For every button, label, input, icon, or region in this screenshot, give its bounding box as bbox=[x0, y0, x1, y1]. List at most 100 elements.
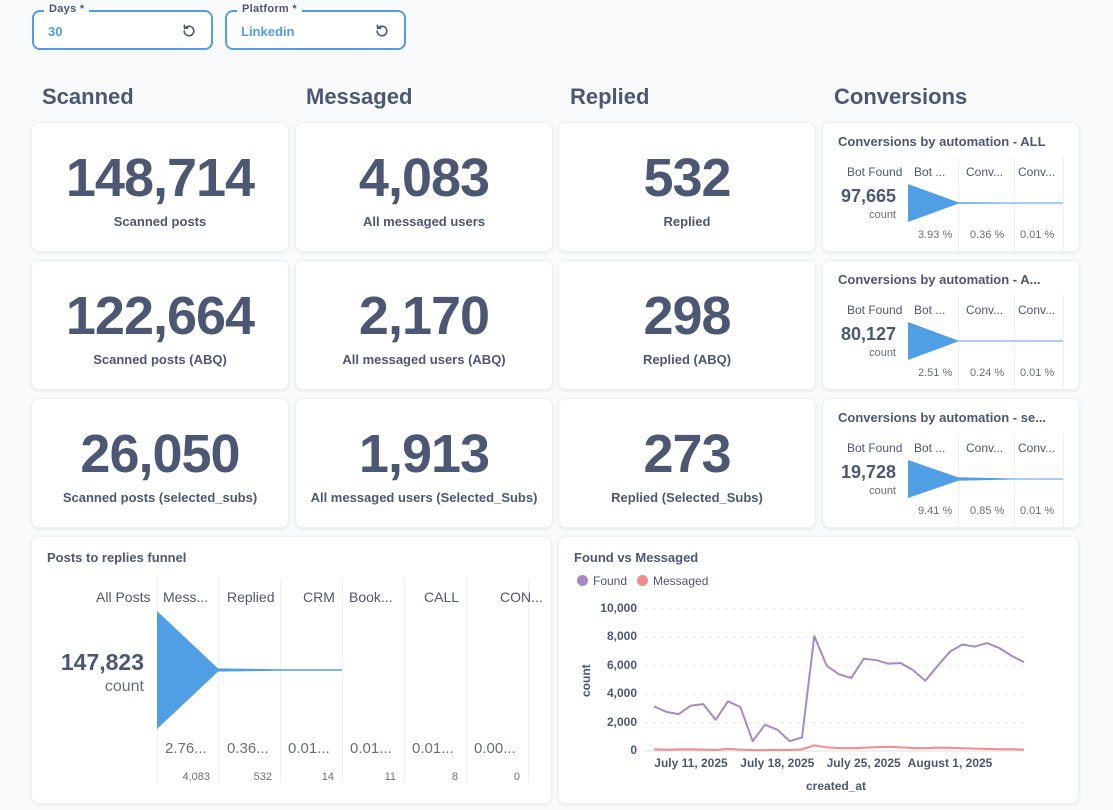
funnel-step-count: 11 bbox=[384, 771, 396, 783]
funnel-step-percent: 0.01... bbox=[350, 740, 392, 757]
scalar-card-messaged-users-abq[interactable]: 2,170 All messaged users (ABQ) bbox=[295, 260, 553, 390]
funnel-title: Conversions by automation - se... bbox=[838, 410, 1047, 425]
funnel-count-label: count bbox=[869, 347, 896, 359]
funnel-step-percent: 2.76... bbox=[165, 740, 207, 757]
scalar-label: All messaged users (ABQ) bbox=[342, 352, 506, 367]
section-title-scanned: Scanned bbox=[42, 84, 134, 109]
funnel-column-divider bbox=[1063, 433, 1064, 527]
funnel-column-divider bbox=[280, 579, 281, 783]
x-tick-label: July 11, 2025 bbox=[654, 756, 728, 770]
scalar-label: Replied bbox=[663, 214, 711, 229]
legend-item-found[interactable]: Found bbox=[577, 574, 627, 588]
funnel-column-divider bbox=[1014, 295, 1015, 389]
scalar-card-scanned-posts-abq[interactable]: 122,664 Scanned posts (ABQ) bbox=[31, 260, 289, 390]
funnel-column-divider bbox=[466, 579, 467, 783]
found-vs-messaged-chart-card[interactable]: Found vs Messaged Found Messaged count c… bbox=[558, 536, 1079, 804]
y-tick-label: 10,000 bbox=[600, 601, 637, 615]
platform-filter-value[interactable]: Linkedin bbox=[241, 24, 295, 39]
funnel-step-header: Mess... bbox=[163, 589, 209, 605]
funnel-step-header: Conv... bbox=[966, 165, 1004, 179]
section-title-conversions: Conversions bbox=[834, 84, 968, 109]
reset-icon[interactable] bbox=[374, 23, 390, 39]
scalar-card-scanned-posts[interactable]: 148,714 Scanned posts bbox=[31, 122, 289, 252]
legend-dot-found bbox=[577, 575, 588, 586]
funnel-step-header: CALL bbox=[424, 589, 460, 605]
funnel-total-value: 19,728 bbox=[840, 462, 896, 482]
legend-dot-messaged bbox=[637, 575, 648, 586]
days-filter-label: Days * bbox=[44, 3, 90, 15]
scalar-value: 26,050 bbox=[80, 424, 240, 484]
funnel-step-percent: 0.01 % bbox=[1020, 367, 1055, 379]
funnel-step-count: 8 bbox=[451, 771, 458, 783]
funnel-step-header: All Posts bbox=[96, 589, 151, 605]
funnel-column-divider bbox=[1014, 157, 1015, 251]
x-tick-label: July 18, 2025 bbox=[740, 756, 815, 770]
reset-icon[interactable] bbox=[181, 23, 197, 39]
funnel-step-percent: 2.51 % bbox=[918, 367, 953, 379]
funnel-shape bbox=[908, 460, 1063, 498]
funnel-step-count: 532 bbox=[253, 771, 272, 783]
days-filter-value[interactable]: 30 bbox=[48, 24, 63, 39]
funnel-title: Conversions by automation - A... bbox=[838, 272, 1041, 287]
scalar-value: 1,913 bbox=[358, 424, 490, 484]
section-title-replied: Replied bbox=[570, 84, 650, 109]
scalar-label: Replied (Selected_Subs) bbox=[611, 490, 763, 505]
scalar-card-messaged-users-selected-subs[interactable]: 1,913 All messaged users (Selected_Subs) bbox=[295, 398, 553, 528]
funnel-step-header: Bot ... bbox=[914, 165, 946, 179]
scalar-card-replied-selected-subs[interactable]: 273 Replied (Selected_Subs) bbox=[558, 398, 816, 528]
funnel-column-divider bbox=[342, 579, 343, 783]
funnel-step-percent: 0.85 % bbox=[970, 505, 1005, 517]
funnel-step-percent: 0.36... bbox=[227, 740, 269, 757]
section-title-messaged: Messaged bbox=[306, 84, 413, 109]
legend-label-messaged: Messaged bbox=[653, 574, 709, 588]
scalar-card-scanned-posts-selected-subs[interactable]: 26,050 Scanned posts (selected_subs) bbox=[31, 398, 289, 528]
funnel-step-header: Conv... bbox=[1018, 165, 1056, 179]
funnel-area bbox=[157, 611, 342, 729]
funnel-column-divider bbox=[1014, 433, 1015, 527]
funnel-step-header: Conv... bbox=[1018, 303, 1056, 317]
chart-title: Found vs Messaged bbox=[574, 550, 699, 565]
scalar-card-messaged-users[interactable]: 4,083 All messaged users bbox=[295, 122, 553, 252]
scalar-value: 122,664 bbox=[65, 286, 255, 346]
series-line-found[interactable] bbox=[653, 635, 1025, 743]
funnel-step-header: Replied bbox=[227, 589, 275, 605]
y-tick-label: 2,000 bbox=[606, 714, 637, 729]
funnel-step-percent: 0.00... bbox=[474, 740, 516, 757]
funnel-column-divider bbox=[528, 579, 529, 783]
scalar-label: Scanned posts (ABQ) bbox=[93, 352, 227, 367]
scalar-card-replied[interactable]: 532 Replied bbox=[558, 122, 816, 252]
funnel-step-percent: 0.36 % bbox=[970, 229, 1005, 241]
funnel-step-header: Conv... bbox=[966, 303, 1004, 317]
scalar-value: 273 bbox=[643, 424, 731, 484]
funnel-column-divider bbox=[404, 579, 405, 783]
scalar-card-replied-abq[interactable]: 298 Replied (ABQ) bbox=[558, 260, 816, 390]
funnel-step-header: CON... bbox=[500, 589, 543, 605]
conversion-funnel-card-selected-subs[interactable]: Conversions by automation - se... Bot Fou… bbox=[822, 398, 1080, 528]
legend-item-messaged[interactable]: Messaged bbox=[637, 574, 708, 588]
days-filter[interactable]: Days * 30 bbox=[32, 3, 213, 50]
funnel-step-percent: 3.93 % bbox=[918, 229, 953, 241]
x-tick-label: July 25, 2025 bbox=[826, 756, 901, 770]
funnel-area bbox=[908, 322, 1063, 360]
funnel-step-header: Book... bbox=[349, 589, 393, 605]
conversion-funnel-card-all[interactable]: Conversions by automation - ALL Bot Found… bbox=[822, 122, 1080, 252]
scalar-value: 4,083 bbox=[358, 148, 490, 208]
funnel-step-count: 4,083 bbox=[182, 771, 210, 783]
funnel-column-divider bbox=[218, 579, 219, 783]
funnel-count-label: count bbox=[104, 678, 144, 695]
x-tick-label: August 1, 2025 bbox=[907, 756, 993, 770]
funnel-step-header: Conv... bbox=[1018, 441, 1056, 455]
funnel-step-header: CRM bbox=[303, 589, 335, 605]
posts-to-replies-funnel-card[interactable]: Posts to replies funnel All Posts Mess...… bbox=[31, 536, 552, 804]
funnel-shape bbox=[908, 184, 1063, 222]
conversion-funnel-card-abq[interactable]: Conversions by automation - A... Bot Foun… bbox=[822, 260, 1080, 390]
funnel-title: Posts to replies funnel bbox=[47, 550, 187, 565]
funnel-count-label: count bbox=[869, 485, 896, 497]
y-tick-label: 0 bbox=[630, 743, 637, 757]
platform-filter-label: Platform * bbox=[237, 3, 302, 15]
funnel-area bbox=[908, 184, 1063, 222]
scalar-label: All messaged users bbox=[362, 214, 486, 229]
funnel-column-divider bbox=[1063, 157, 1064, 251]
platform-filter[interactable]: Platform * Linkedin bbox=[225, 3, 406, 50]
series-line-messaged[interactable] bbox=[653, 744, 1025, 752]
